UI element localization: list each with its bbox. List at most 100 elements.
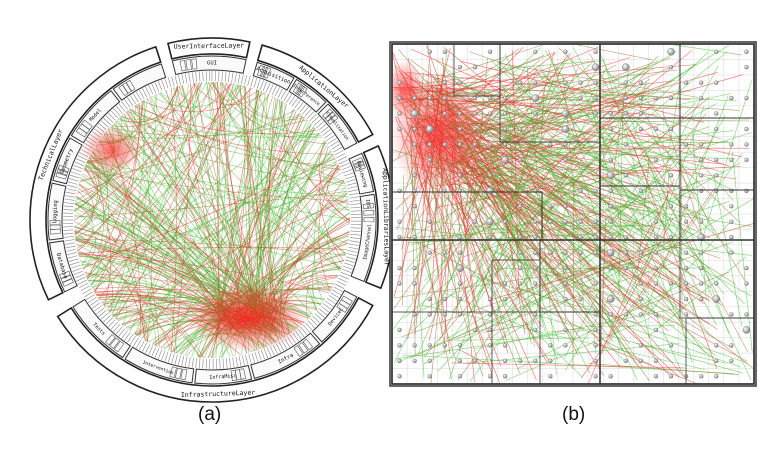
- leaf-node: [744, 126, 749, 132]
- dependency-edge: [465, 167, 660, 172]
- leaf-tick: [115, 105, 123, 114]
- leaf-node: [472, 358, 478, 364]
- leaf-node: [683, 142, 689, 147]
- module-arc: [288, 78, 327, 113]
- hierarchy-frame: [491, 259, 541, 313]
- leaf-node: [502, 358, 508, 364]
- leaf-node: [683, 80, 689, 85]
- dependency-edge: [445, 90, 740, 111]
- dependency-edge: [619, 215, 686, 328]
- module-arc: [317, 103, 358, 151]
- leaf-node: [729, 204, 734, 209]
- dependency-edge: [599, 153, 743, 356]
- leaf-node: [653, 327, 659, 333]
- dependency-edge: [111, 82, 196, 127]
- module-arc: [47, 182, 67, 241]
- panel-b-treemap-layout: [389, 41, 757, 387]
- leaf-node: [638, 126, 644, 132]
- leaf-node: [606, 295, 615, 303]
- sub-module-box: [354, 163, 366, 172]
- leaf-node: [397, 234, 402, 240]
- leaf-node: [518, 358, 523, 364]
- leaf-tick: [299, 104, 307, 113]
- leaf-node: [548, 358, 553, 364]
- leaf-tick: [69, 261, 80, 266]
- dependency-edge: [573, 149, 625, 301]
- leaf-node: [472, 126, 478, 132]
- leaf-tick: [67, 181, 78, 185]
- dependency-edge: [558, 214, 638, 381]
- sub-module-box: [363, 217, 375, 223]
- leaf-tick: [66, 188, 77, 192]
- leaf-tick: [302, 106, 309, 115]
- leaf-tick: [337, 156, 347, 162]
- leaf-tick: [64, 239, 75, 242]
- sub-module-box: [302, 338, 314, 351]
- leaf-tick: [320, 305, 330, 313]
- dependency-edge: [458, 238, 639, 306]
- leaf-node: [744, 49, 749, 54]
- leaf-node: [729, 343, 734, 348]
- leaf-tick: [336, 280, 346, 286]
- leaf-node: [608, 126, 613, 132]
- dependency-edge: [87, 156, 105, 280]
- leaf-tick: [63, 236, 74, 238]
- dependency-edge: [633, 148, 718, 369]
- leaf-tick: [340, 271, 351, 277]
- leaf-tick: [340, 162, 350, 168]
- leaf-node: [533, 281, 538, 286]
- dependency-edge: [311, 282, 335, 306]
- leaf-tick: [265, 82, 271, 93]
- dependency-edge: [173, 87, 346, 184]
- leaf-tick: [154, 82, 160, 92]
- leaf-tick: [72, 168, 82, 173]
- leaf-node: [487, 142, 493, 147]
- dependency-edge: [493, 267, 712, 270]
- ring-label: InfraMisc: [209, 373, 236, 381]
- leaf-node: [593, 188, 598, 194]
- leaf-node: [472, 327, 478, 333]
- leaf-node: [563, 49, 568, 54]
- leaf-tick: [254, 352, 259, 362]
- dependency-edges-b: [392, 44, 754, 384]
- dependency-edge: [509, 224, 733, 349]
- dependency-edge: [496, 188, 653, 279]
- dependency-edge: [457, 60, 659, 132]
- leaf-tick: [235, 356, 238, 367]
- leaf-node: [699, 188, 704, 194]
- leaf-tick: [108, 112, 116, 121]
- leaf-node: [518, 126, 523, 132]
- leaf-node: [578, 296, 583, 302]
- leaf-tick: [98, 310, 107, 317]
- leaf-node: [623, 80, 628, 85]
- leaf-tick: [195, 358, 198, 369]
- leaf-node: [638, 80, 644, 85]
- leaf-node: [714, 49, 719, 54]
- leaf-node: [457, 126, 463, 132]
- leaf-tick: [135, 91, 142, 101]
- leaf-tick: [346, 182, 357, 186]
- leaf-node: [412, 173, 417, 178]
- leaf-node: [427, 296, 432, 302]
- dependency-edge: [475, 312, 485, 315]
- leaf-tick: [349, 196, 360, 199]
- dependency-edge: [418, 166, 500, 354]
- leaf-tick: [350, 210, 361, 212]
- sub-module-box: [179, 60, 187, 72]
- leaf-node: [533, 250, 538, 255]
- dependency-edge: [466, 137, 582, 308]
- leaf-tick: [171, 353, 175, 364]
- leaf-node: [502, 126, 508, 132]
- leaf-tick: [350, 203, 361, 206]
- leaf-tick: [349, 199, 360, 202]
- leaf-node: [397, 111, 402, 116]
- leaf-node: [714, 358, 719, 364]
- leaf-tick: [157, 349, 163, 360]
- sub-module-box: [105, 334, 116, 346]
- dependency-edge: [74, 81, 207, 235]
- leaf-node: [533, 219, 538, 224]
- dependency-edge: [423, 262, 603, 365]
- dependency-edge: [469, 296, 533, 382]
- leaf-node: [533, 234, 538, 240]
- leaf-node: [487, 312, 493, 317]
